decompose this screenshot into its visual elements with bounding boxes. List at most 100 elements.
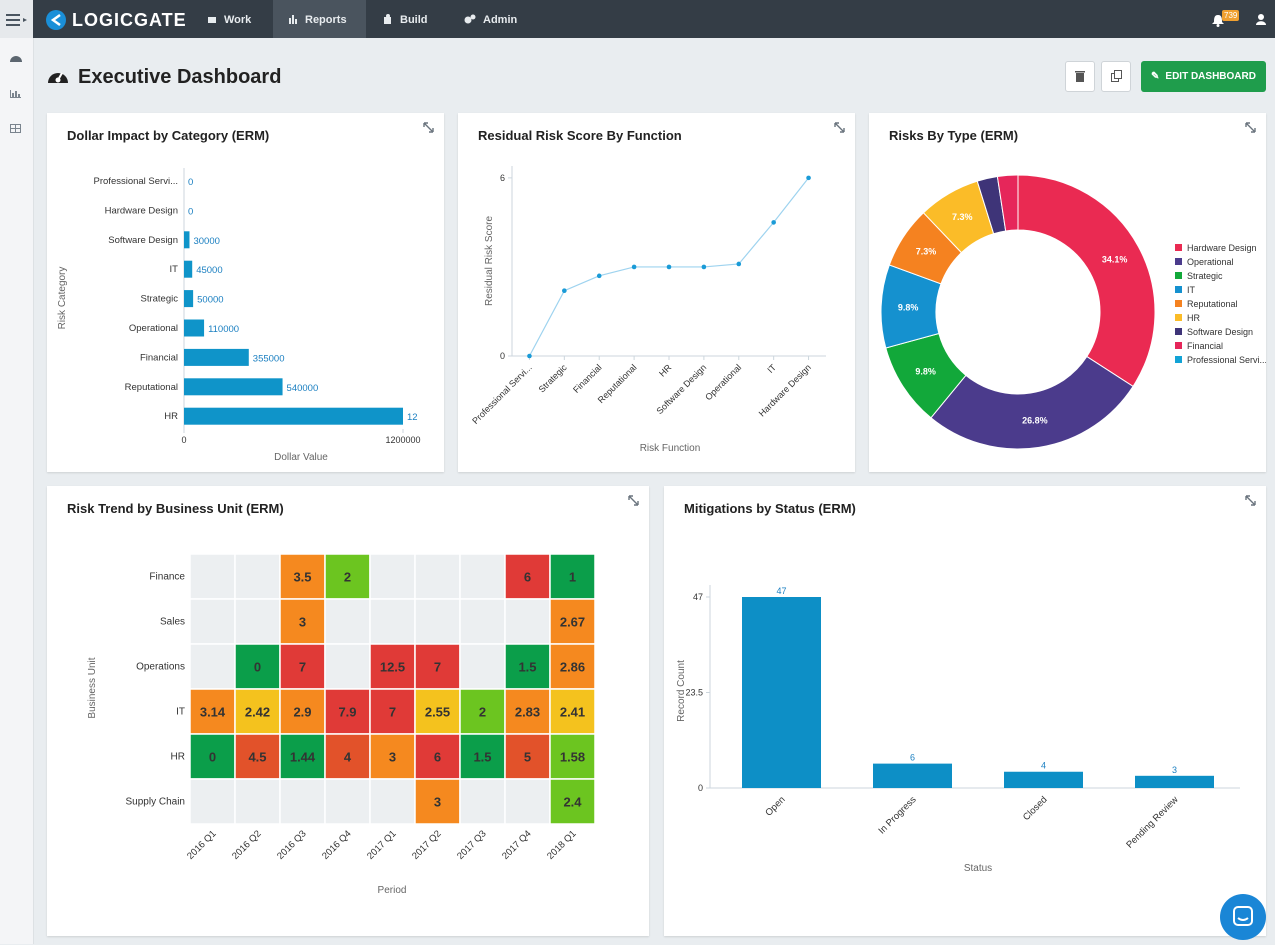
slice <box>1017 174 1156 388</box>
point <box>596 273 602 279</box>
empty-cell <box>324 598 371 645</box>
expand-icon[interactable] <box>1245 495 1256 506</box>
nav-work[interactable]: Work <box>207 0 267 38</box>
bar <box>1135 775 1214 788</box>
empty-cell <box>414 598 461 645</box>
legend-label[interactable]: Financial <box>1187 341 1223 351</box>
legend-label[interactable]: IT <box>1187 285 1196 295</box>
chart-card: Risk Trend by Business Unit (ERM) Finance… <box>47 486 649 936</box>
point <box>562 288 567 293</box>
y-tick-label: Finance <box>149 572 185 583</box>
legend-label[interactable]: Hardware Design <box>1187 243 1257 253</box>
data-label: 4 <box>1041 761 1046 771</box>
chart: Dollar Impact by Category (ERM) 0 1200000 P… <box>57 122 434 463</box>
chat-button[interactable] <box>1220 894 1266 940</box>
nav-admin[interactable]: Admin <box>464 0 524 38</box>
cell-label: 6 <box>524 570 531 585</box>
data-label: 9.8% <box>898 302 919 312</box>
user-icon[interactable] <box>1256 14 1266 25</box>
icon-stroke <box>429 128 434 133</box>
legend-label[interactable]: Software Design <box>1187 327 1253 337</box>
y-tick-label: IT <box>176 707 185 718</box>
cell-label: 4 <box>344 750 352 765</box>
reports-icon[interactable] <box>10 90 21 98</box>
cell-label: 2.9 <box>293 705 311 720</box>
bell-icon[interactable] <box>1212 14 1224 27</box>
empty-cell <box>234 598 281 645</box>
gauge-icon <box>48 72 68 83</box>
bar <box>184 407 403 425</box>
nav-label: Build <box>400 14 428 26</box>
cell-label: 5 <box>524 750 531 765</box>
empty-cell <box>459 553 506 600</box>
legend-label[interactable]: Operational <box>1187 257 1234 267</box>
x-tick-label: Professional Servi... <box>470 362 534 426</box>
point <box>527 353 532 359</box>
cell-label: 3.14 <box>200 705 226 720</box>
cell <box>324 733 371 780</box>
cell-label: 2.55 <box>425 705 450 720</box>
copy-icon <box>1111 70 1122 82</box>
chart: Mitigations by Status (ERM) 0 23.5 47 47 Open… <box>676 495 1256 874</box>
nav-reports[interactable]: Reports <box>273 0 366 38</box>
y-tick-label: Supply Chain <box>126 797 185 808</box>
cell-label: 2.67 <box>560 615 585 630</box>
cell-label: 1.5 <box>473 750 491 765</box>
cell <box>504 733 551 780</box>
expand-icon[interactable] <box>834 122 845 133</box>
expand-icon[interactable] <box>423 122 434 133</box>
empty-cell <box>414 553 461 600</box>
icon <box>384 14 391 24</box>
y-axis-label: Residual Risk Score <box>484 216 495 306</box>
legend-label[interactable]: Professional Servi... <box>1187 355 1266 365</box>
edit-dashboard-button[interactable]: ✎ EDIT DASHBOARD <box>1141 61 1266 92</box>
y-tick-label: Software Design <box>108 235 178 246</box>
menu-icon <box>6 14 27 26</box>
dashboard-icon[interactable] <box>10 56 22 62</box>
y-tick-label: HR <box>164 411 178 422</box>
menu-toggle[interactable] <box>0 0 33 38</box>
data-label: 3 <box>1172 765 1177 775</box>
cell <box>549 643 596 690</box>
data-label: 45000 <box>196 265 222 276</box>
cell <box>549 598 596 645</box>
icon <box>289 15 297 24</box>
legend-label[interactable]: HR <box>1187 313 1200 323</box>
cell <box>279 688 326 735</box>
legend-label[interactable]: Reputational <box>1187 299 1238 309</box>
x-tick-label: 1200000 <box>385 435 420 445</box>
x-axis-label: Status <box>964 863 992 874</box>
brand[interactable]: LOGICGATE <box>72 10 187 30</box>
expand-icon[interactable] <box>628 495 639 506</box>
cell-label: 2.4 <box>563 795 582 810</box>
cell-label: 2 <box>344 570 351 585</box>
y-axis-label: Record Count <box>676 660 687 722</box>
nav-build[interactable]: Build <box>383 0 443 38</box>
cell-label: 2.83 <box>515 705 540 720</box>
data-label: 540000 <box>287 383 319 394</box>
y-axis-label: Business Unit <box>87 657 98 718</box>
legend-swatch <box>1175 356 1182 363</box>
x-tick-label: Pending Review <box>1124 794 1180 850</box>
bar <box>184 348 249 366</box>
bar <box>742 597 821 788</box>
chart: Risks By Type (ERM) 34.1% 26.8% 9.8% 9.8% 7.3… <box>880 122 1266 450</box>
table-icon[interactable] <box>10 124 21 133</box>
icon-stroke <box>1245 495 1256 506</box>
legend-swatch <box>1175 300 1182 307</box>
legend-label[interactable]: Strategic <box>1187 271 1223 281</box>
cell-label: 1.58 <box>560 750 585 765</box>
y-tick-label: Financial <box>140 352 178 363</box>
empty-cell <box>189 643 236 690</box>
legend-swatch <box>1175 258 1182 265</box>
delete-button[interactable] <box>1065 61 1095 92</box>
copy-button[interactable] <box>1101 61 1131 92</box>
empty-cell <box>324 643 371 690</box>
cell-label: 3.5 <box>293 570 311 585</box>
x-tick-label: Financial <box>571 362 604 395</box>
expand-icon[interactable] <box>1245 122 1256 133</box>
cell-label: 7 <box>434 660 441 675</box>
cell-label: 3 <box>389 750 396 765</box>
icon <box>464 14 476 24</box>
